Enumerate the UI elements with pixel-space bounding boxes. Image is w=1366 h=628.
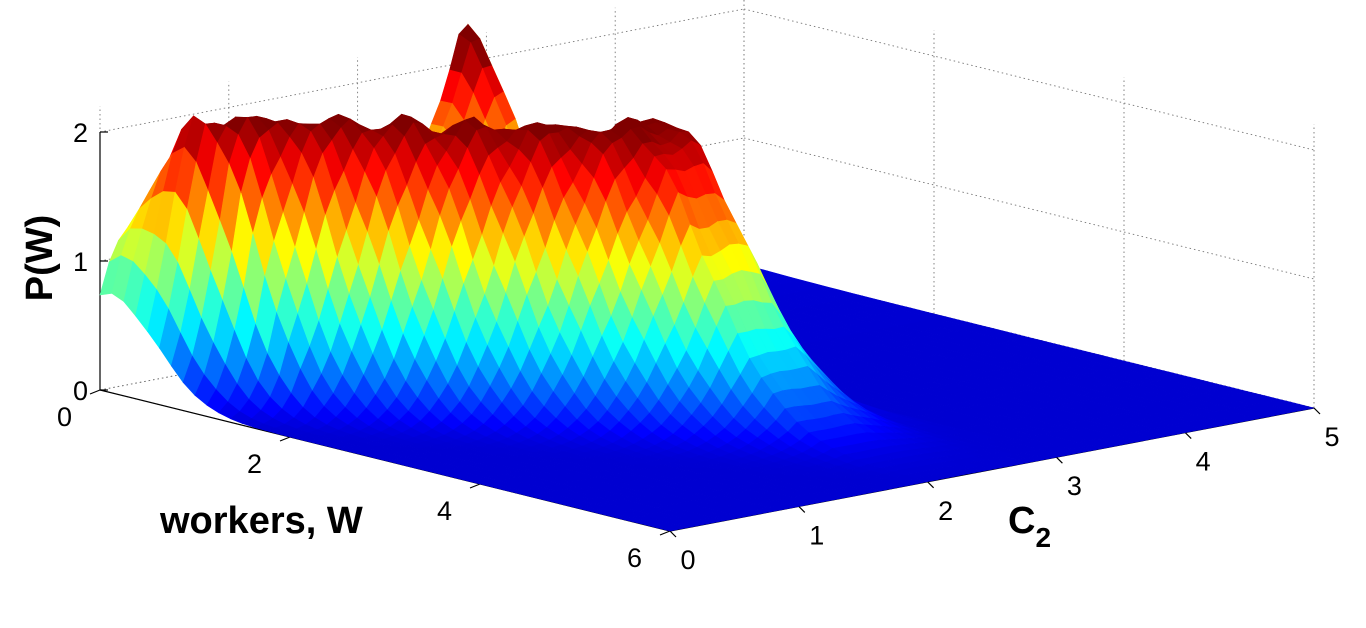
x-tick-label: 0 — [57, 402, 72, 432]
x-tick-label: 6 — [627, 543, 642, 573]
x-axis-label: workers, W — [159, 500, 363, 542]
y-tick — [798, 505, 806, 513]
y-tick — [1313, 407, 1321, 415]
surface-facet — [658, 525, 680, 532]
y-tick — [1055, 456, 1063, 464]
y-tick-label: 1 — [809, 520, 824, 550]
y-axis-label-sub: 2 — [1035, 522, 1051, 553]
y-tick-label: 5 — [1324, 422, 1339, 452]
x-tick-label: 4 — [437, 496, 452, 526]
y-tick — [669, 530, 677, 538]
y-tick-label: 4 — [1196, 447, 1211, 477]
x-tick — [89, 389, 101, 395]
z-tick-label: 1 — [73, 247, 88, 277]
grid-line — [99, 8, 745, 133]
y-tick-label: 2 — [938, 496, 953, 526]
y-tick — [1184, 432, 1192, 440]
z-tick-label: 0 — [73, 376, 88, 406]
z-axis-label: P(W) — [19, 215, 61, 302]
surface-mesh — [99, 23, 1315, 532]
x-tick — [279, 436, 291, 442]
grid-line — [743, 8, 1315, 151]
y-tick — [927, 481, 935, 489]
y-tick-label: 3 — [1067, 471, 1082, 501]
y-axis-label-main: C — [1008, 500, 1035, 542]
grid-line — [743, 137, 1315, 280]
x-tick — [469, 483, 481, 489]
x-tick-label: 2 — [247, 449, 262, 479]
y-tick-label: 0 — [680, 545, 695, 575]
z-tick-label: 2 — [73, 118, 88, 148]
x-tick — [659, 530, 671, 536]
y-axis-label: C2 — [1008, 500, 1051, 553]
